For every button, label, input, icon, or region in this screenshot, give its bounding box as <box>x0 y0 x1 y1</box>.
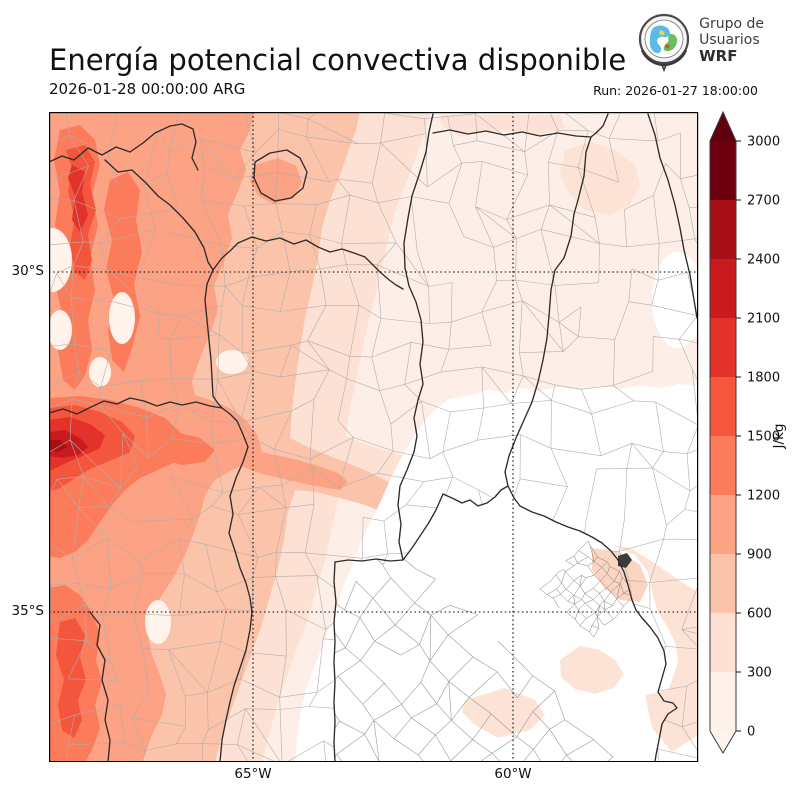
colorbar-tick-label: 0 <box>747 725 755 740</box>
logo-text: Grupo de Usuarios WRF <box>699 15 764 66</box>
colorbar-segment <box>710 613 736 672</box>
colorbar-segment <box>710 377 736 436</box>
colorbar-tick-label: 1800 <box>747 371 780 386</box>
amba-urban-cluster <box>618 553 632 568</box>
colorbar-tick-label: 300 <box>747 666 772 681</box>
logo-line-2: Usuarios <box>699 31 760 48</box>
colorbar-under-triangle <box>710 731 736 753</box>
colorbar-ticks: 0 300 600 900 1200 1500 1800 2100 2400 2700 3000 <box>736 135 780 740</box>
globe-emblem-icon <box>639 13 690 72</box>
colorbar-segment <box>710 200 736 259</box>
cape-filled-contours <box>49 112 699 762</box>
colorbar: 0 300 600 900 1200 1500 1800 2100 2400 2700 3000 J… <box>709 110 787 754</box>
ytick-30s: 30°S <box>11 263 45 279</box>
amba-dense-mesh <box>539 540 640 638</box>
colorbar-segment <box>710 141 736 200</box>
colorbar-over-triangle <box>710 112 736 141</box>
colorbar-units-label: J/kg <box>771 424 787 450</box>
buenos-aires-partido-mesh <box>335 486 614 762</box>
colorbar-segments <box>710 141 736 731</box>
colorbar-segment <box>710 554 736 613</box>
colorbar-tick-label: 1200 <box>747 489 780 504</box>
logo-line-1: Grupo de <box>699 15 764 32</box>
cape-map <box>49 112 699 762</box>
colorbar-tick-label: 1500 <box>747 430 780 445</box>
colorbar-segment <box>710 672 736 731</box>
xtick-65w: 65°W <box>234 766 272 782</box>
map-border <box>49 112 699 762</box>
colorbar-tick-label: 2700 <box>747 194 780 209</box>
colorbar-segment <box>710 318 736 377</box>
colorbar-segment <box>710 259 736 318</box>
colorbar-tick-label: 600 <box>747 607 772 622</box>
province-boundaries <box>49 113 698 762</box>
colorbar-tick-label: 3000 <box>747 135 780 150</box>
wrf-users-group-logo: Grupo de Usuarios WRF <box>636 10 764 72</box>
xtick-60w: 60°W <box>494 766 532 782</box>
colorbar-tick-label: 900 <box>747 548 772 563</box>
logo-line-3: WRF <box>699 47 738 66</box>
colorbar-tick-label: 2400 <box>747 253 780 268</box>
ytick-35s: 35°S <box>11 603 45 619</box>
colorbar-segment <box>710 495 736 554</box>
graticule <box>49 112 698 762</box>
colorbar-segment <box>710 436 736 495</box>
page-title: Energía potencial convectiva disponible <box>49 43 627 78</box>
model-run-label: Run: 2026-01-27 18:00:00 <box>593 83 758 98</box>
valid-time-label: 2026-01-28 00:00:00 ARG <box>49 80 246 98</box>
colorbar-tick-label: 2100 <box>747 312 780 327</box>
